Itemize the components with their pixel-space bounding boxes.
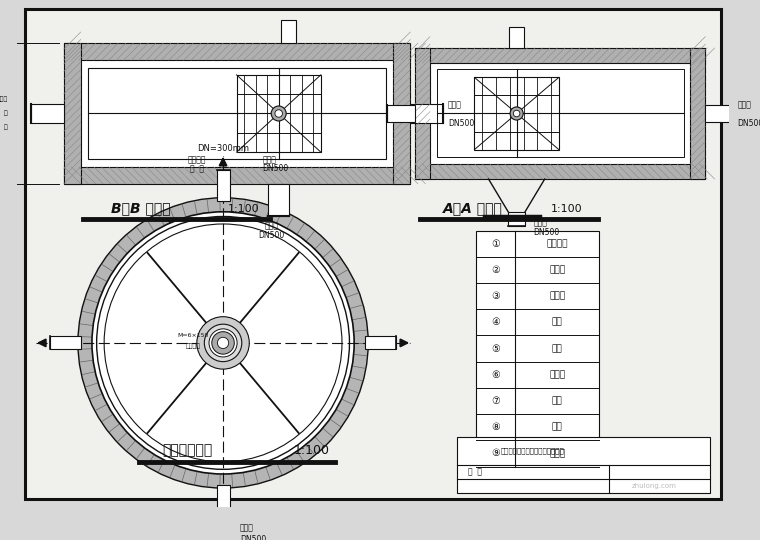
Text: 刮泥机组: 刮泥机组 xyxy=(185,344,201,349)
Circle shape xyxy=(197,316,249,369)
Text: 滤液管: 滤液管 xyxy=(240,524,254,532)
Text: DN500: DN500 xyxy=(737,119,760,128)
Circle shape xyxy=(92,212,354,474)
Text: 集泥坑: 集泥坑 xyxy=(549,449,565,458)
Circle shape xyxy=(78,198,368,488)
Text: A－A 剖面图: A－A 剖面图 xyxy=(443,201,503,215)
Text: 1:100: 1:100 xyxy=(551,204,582,214)
Text: 板: 板 xyxy=(4,125,8,130)
Bar xyxy=(394,43,410,184)
Bar xyxy=(430,63,690,164)
Circle shape xyxy=(275,110,283,117)
Text: ①: ① xyxy=(491,239,500,248)
Bar xyxy=(436,70,684,158)
Text: 链齿圈: 链齿圈 xyxy=(549,370,565,379)
Bar xyxy=(81,60,394,167)
Text: 图  名: 图 名 xyxy=(468,468,483,477)
Bar xyxy=(217,170,230,200)
Text: 主轴: 主轴 xyxy=(552,344,562,353)
Bar xyxy=(508,212,525,226)
Text: 进水管: 进水管 xyxy=(549,265,565,274)
Bar xyxy=(415,48,430,179)
Bar xyxy=(50,336,81,349)
Text: ⑨: ⑨ xyxy=(491,448,500,458)
Text: ②: ② xyxy=(491,265,500,275)
Text: ⑧: ⑧ xyxy=(491,422,500,432)
Circle shape xyxy=(204,324,242,362)
Text: 出泥管: 出泥管 xyxy=(264,221,278,230)
Bar xyxy=(690,48,705,179)
Bar xyxy=(474,77,559,150)
Bar xyxy=(88,68,386,159)
Text: B－B 剖面图: B－B 剖面图 xyxy=(111,201,170,215)
Text: M=6×150: M=6×150 xyxy=(177,333,209,338)
Bar xyxy=(476,231,600,467)
Text: 刷管: 刷管 xyxy=(552,396,562,406)
Text: 出水管: 出水管 xyxy=(534,219,547,227)
Text: 1:100: 1:100 xyxy=(293,444,329,457)
Circle shape xyxy=(271,106,287,121)
Circle shape xyxy=(217,338,229,348)
Text: DN500: DN500 xyxy=(448,119,474,128)
Text: DN500: DN500 xyxy=(258,232,284,240)
Circle shape xyxy=(104,224,342,462)
Bar xyxy=(64,43,410,60)
Bar xyxy=(31,104,64,123)
Bar xyxy=(280,20,296,43)
Text: 预处装置: 预处装置 xyxy=(546,239,568,248)
Bar xyxy=(705,105,733,122)
Bar xyxy=(64,167,410,184)
Text: 出水管: 出水管 xyxy=(549,292,565,301)
Text: 过滤木: 过滤木 xyxy=(0,97,8,102)
Text: ⑥: ⑥ xyxy=(491,370,500,380)
Text: 量  管: 量 管 xyxy=(190,164,204,173)
Text: 刷板: 刷板 xyxy=(552,423,562,431)
Text: DN500: DN500 xyxy=(534,228,559,237)
Text: zhulong.com: zhulong.com xyxy=(632,483,676,489)
Circle shape xyxy=(209,329,237,357)
Text: DN=300mm: DN=300mm xyxy=(197,144,249,153)
Text: 出水管: 出水管 xyxy=(262,155,277,164)
Text: ⑤: ⑤ xyxy=(491,343,500,354)
Text: DN500: DN500 xyxy=(262,164,289,173)
Circle shape xyxy=(212,332,234,354)
Text: ③: ③ xyxy=(491,291,500,301)
Bar xyxy=(410,104,443,123)
Text: ⑦: ⑦ xyxy=(491,396,500,406)
Text: DN500: DN500 xyxy=(240,535,266,540)
Text: 1:100: 1:100 xyxy=(228,204,259,214)
Text: ④: ④ xyxy=(491,318,500,327)
Circle shape xyxy=(97,217,350,469)
Text: 出水管: 出水管 xyxy=(737,101,751,110)
Circle shape xyxy=(510,107,523,120)
Bar xyxy=(387,105,415,122)
Bar xyxy=(217,485,230,516)
Circle shape xyxy=(513,110,520,117)
Text: 上清液回: 上清液回 xyxy=(188,155,206,164)
Bar xyxy=(509,28,524,48)
Bar xyxy=(458,436,710,492)
Bar xyxy=(236,75,321,152)
Text: 山木: 山木 xyxy=(552,318,562,327)
Bar xyxy=(64,43,81,184)
Text: 滤液管: 滤液管 xyxy=(448,101,461,110)
Bar xyxy=(268,184,289,217)
Text: 长沙地区某市的排水工程毕业设计: 长沙地区某市的排水工程毕业设计 xyxy=(501,447,565,454)
Bar xyxy=(415,164,705,179)
Text: 格: 格 xyxy=(4,111,8,116)
Bar xyxy=(366,336,396,349)
Text: 滚液池平面图: 滚液池平面图 xyxy=(162,443,213,457)
Bar xyxy=(415,48,705,63)
